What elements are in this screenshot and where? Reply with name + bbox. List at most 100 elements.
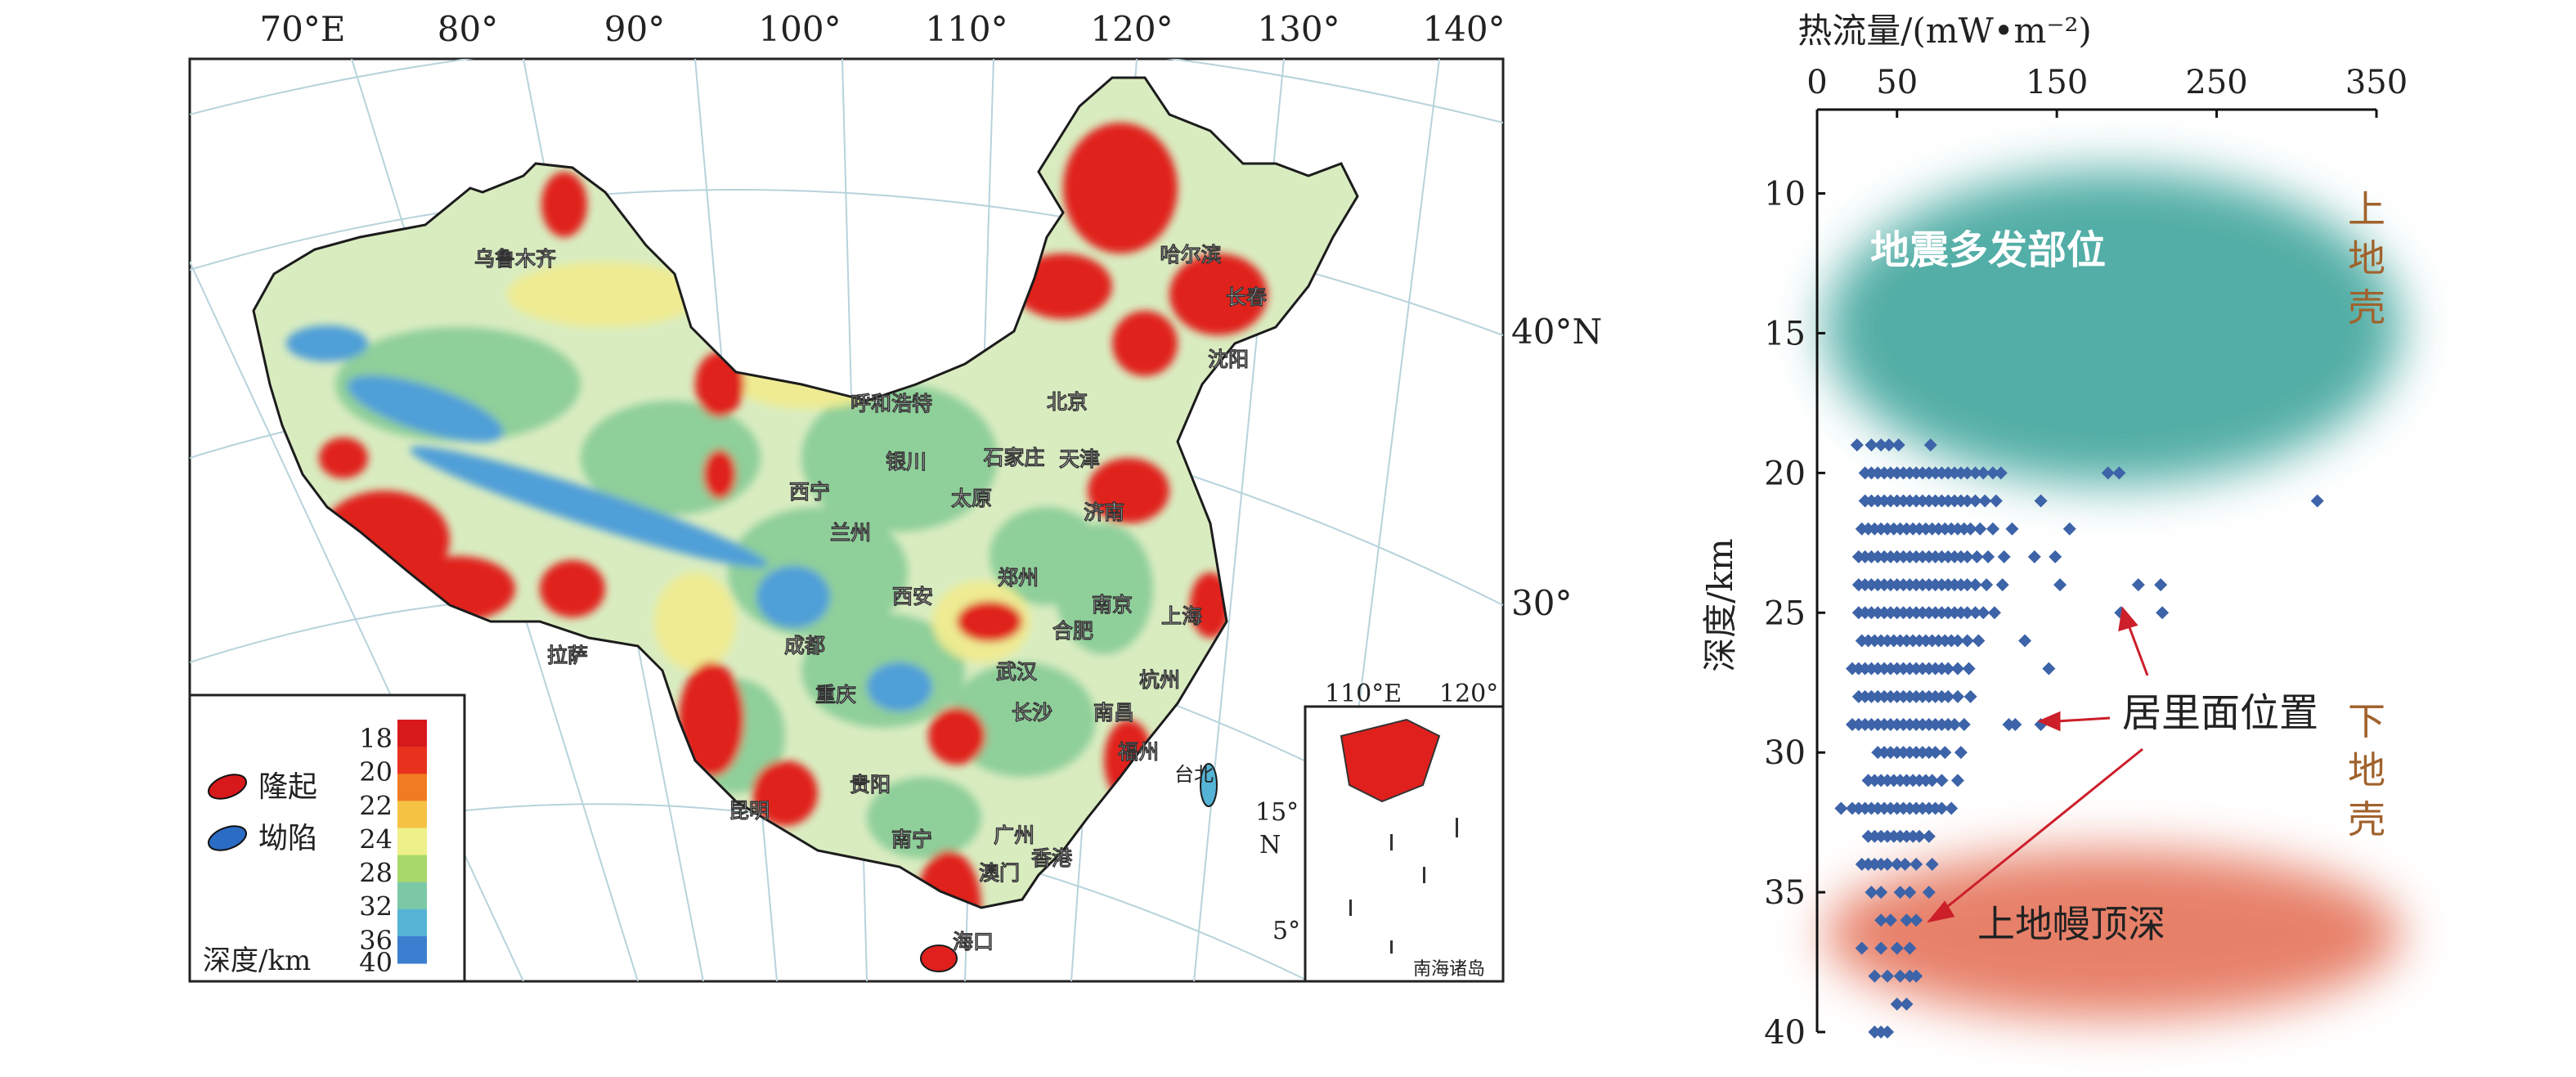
data-point bbox=[1957, 718, 1971, 731]
city-label: 西安 bbox=[892, 585, 933, 608]
data-point bbox=[2008, 718, 2022, 731]
data-point bbox=[1883, 913, 1897, 927]
y-tick-label: 20 bbox=[1764, 455, 1806, 492]
y-tick-label: 10 bbox=[1764, 176, 1806, 213]
zone-lower-text: 下地壳 bbox=[2348, 699, 2385, 841]
scale-segment bbox=[397, 747, 427, 774]
data-point bbox=[1900, 997, 1914, 1011]
legend-depression-symbol bbox=[208, 825, 247, 851]
data-point bbox=[1880, 857, 1894, 871]
city-label: 太原 bbox=[951, 487, 992, 510]
data-point bbox=[1986, 522, 1999, 536]
data-point bbox=[2101, 466, 2115, 480]
data-point bbox=[1948, 718, 1962, 731]
scale-segment bbox=[397, 828, 427, 856]
data-point bbox=[1898, 857, 1912, 871]
lat-label-30: 30° bbox=[1511, 583, 1572, 623]
city-label: 南昌 bbox=[1093, 701, 1134, 725]
data-point bbox=[2310, 494, 2324, 508]
city-label: 济南 bbox=[1084, 500, 1124, 524]
x-tick-label: 150 bbox=[2026, 64, 2088, 101]
scale-value: 32 bbox=[359, 891, 393, 922]
scale-value: 22 bbox=[359, 790, 393, 821]
data-point bbox=[1882, 438, 1896, 452]
scale-segment bbox=[397, 774, 427, 801]
inset-caption: 南海诸岛 bbox=[1413, 959, 1485, 980]
data-point bbox=[1903, 886, 1917, 900]
data-point bbox=[2154, 578, 2168, 592]
data-point bbox=[1874, 913, 1888, 927]
city-label: 上海 bbox=[1161, 604, 1202, 628]
data-point bbox=[1941, 689, 1955, 703]
scale-value: 36 bbox=[359, 925, 393, 956]
data-point bbox=[1950, 634, 1964, 648]
data-point bbox=[1972, 634, 1986, 648]
data-point bbox=[1903, 941, 1917, 955]
city-label: 重庆 bbox=[815, 683, 856, 707]
data-point bbox=[1968, 606, 1982, 620]
city-label: 郑州 bbox=[998, 566, 1039, 590]
data-point bbox=[1874, 886, 1888, 900]
data-points bbox=[1834, 438, 2324, 1039]
city-label: 广州 bbox=[994, 823, 1034, 847]
data-point bbox=[1960, 606, 1974, 620]
longitude-labels: 70°E 80° 90° 100° 110° 120° 130° 140° bbox=[259, 9, 1505, 49]
lon-label: 110° bbox=[925, 9, 1008, 49]
data-point bbox=[1880, 969, 1894, 983]
data-point bbox=[1997, 550, 2011, 563]
city-label: 武汉 bbox=[996, 660, 1038, 684]
scale-value: 18 bbox=[359, 723, 393, 754]
data-point bbox=[1868, 969, 1882, 983]
scale-segment bbox=[397, 936, 427, 964]
data-point bbox=[1987, 606, 2001, 620]
lat-label-40: 40°N bbox=[1511, 312, 1602, 352]
data-point bbox=[1874, 941, 1888, 955]
city-label: 银川 bbox=[886, 450, 927, 473]
data-point bbox=[1893, 969, 1907, 983]
data-point bbox=[1960, 634, 1974, 648]
data-point bbox=[1834, 801, 1848, 815]
y-tick-label: 25 bbox=[1764, 595, 1806, 632]
city-label: 沈阳 bbox=[1208, 348, 1249, 371]
inset-lon-110: 110°E bbox=[1325, 680, 1402, 708]
data-point bbox=[1963, 689, 1977, 703]
mantle-band bbox=[1825, 850, 2401, 1018]
x-axis-title: 热流量/(mW•m⁻²) bbox=[1797, 11, 2092, 51]
data-point bbox=[2027, 550, 2041, 563]
city-label: 长沙 bbox=[1012, 701, 1052, 725]
city-label: 北京 bbox=[1047, 390, 1088, 414]
data-point bbox=[1880, 1025, 1894, 1039]
city-label: 澳门 bbox=[979, 861, 1020, 885]
data-point bbox=[1981, 550, 1995, 563]
city-label: 乌鲁木齐 bbox=[474, 247, 557, 271]
data-point bbox=[1865, 438, 1878, 452]
scale-value: 20 bbox=[359, 756, 393, 788]
data-point bbox=[1970, 550, 1984, 563]
south-china-sea-inset: 110°E 120° 15° N 5° 台北 南海诸岛 bbox=[1174, 680, 1505, 983]
data-point bbox=[1923, 438, 1937, 452]
data-point bbox=[1928, 746, 1942, 760]
data-point bbox=[1978, 494, 1992, 508]
scale-segment bbox=[397, 855, 427, 883]
city-label: 西宁 bbox=[789, 480, 830, 504]
data-point bbox=[1977, 606, 1990, 620]
lon-label: 100° bbox=[758, 9, 841, 49]
x-tick-label: 0 bbox=[1806, 64, 1827, 101]
y-tick-label: 15 bbox=[1764, 315, 1806, 352]
data-point bbox=[1986, 466, 1999, 480]
lon-label: 120° bbox=[1090, 9, 1173, 49]
data-point bbox=[2018, 634, 2032, 648]
data-point bbox=[1890, 941, 1904, 955]
data-point bbox=[2034, 494, 2048, 508]
depth-zones-blue bbox=[286, 325, 932, 711]
scale-segment bbox=[397, 909, 427, 937]
lon-label: 130° bbox=[1257, 9, 1340, 49]
data-point bbox=[1865, 886, 1878, 900]
chart-bands bbox=[1825, 170, 2401, 1018]
scale-value: 40 bbox=[359, 947, 393, 978]
city-label: 石家庄 bbox=[982, 446, 1044, 469]
china-depth-map bbox=[252, 76, 1359, 972]
data-point bbox=[1980, 578, 1994, 592]
seismic-band bbox=[1825, 170, 2401, 485]
